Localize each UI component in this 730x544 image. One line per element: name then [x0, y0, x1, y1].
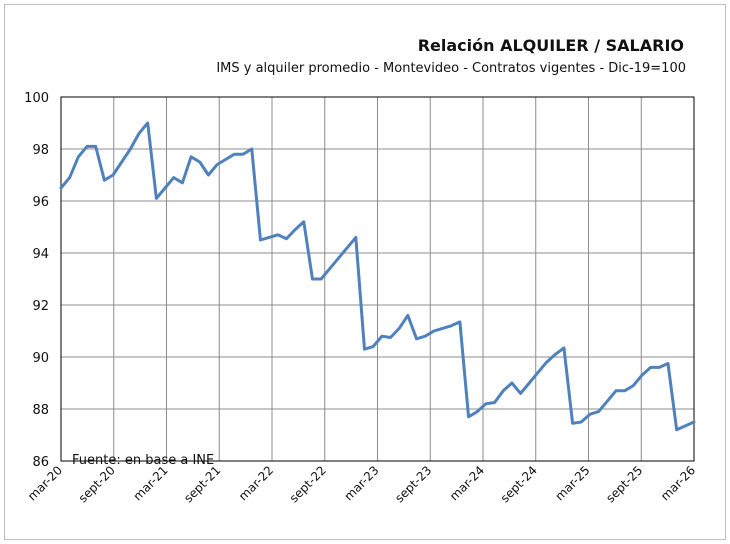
- plot-area-border: [60, 96, 695, 462]
- y-tick-label: 98: [32, 143, 49, 158]
- x-tick-label: mar-24: [447, 463, 487, 503]
- y-tick-label: 88: [32, 403, 49, 418]
- x-tick-label: sept-21: [181, 463, 223, 505]
- y-tick-label: 100: [24, 91, 49, 106]
- x-tick-label: mar-26: [658, 463, 698, 503]
- chart-frame: [4, 4, 726, 540]
- x-axis-ticks: mar-20 sept-20 mar-21 sept-21 mar-22 sept-22 m…: [25, 463, 698, 505]
- x-tick-label: sept-24: [498, 463, 540, 505]
- y-tick-label: 94: [32, 247, 49, 262]
- x-tick-label: mar-22: [236, 463, 276, 503]
- x-tick-label: mar-25: [552, 463, 592, 503]
- gridlines: [60, 96, 695, 462]
- series-line: [59, 121, 696, 432]
- y-tick-label: 86: [32, 455, 49, 470]
- y-tick-label: 96: [32, 195, 49, 210]
- x-tick-label: sept-25: [603, 463, 645, 505]
- x-tick-label: mar-23: [341, 463, 381, 503]
- y-tick-label: 90: [32, 351, 49, 366]
- x-tick-label: sept-20: [76, 463, 118, 505]
- chart-subtitle: IMS y alquiler promedio - Montevideo - C…: [216, 61, 686, 76]
- y-tick-label: 92: [32, 299, 49, 314]
- x-tick-label: sept-23: [392, 463, 434, 505]
- y-axis-ticks: 86 88 90 92 94 96 98 100: [24, 91, 49, 470]
- x-tick-label: mar-21: [130, 463, 170, 503]
- x-tick-label: sept-22: [287, 463, 329, 505]
- source-note: Fuente: en base a INE: [72, 453, 214, 468]
- chart-title: Relación ALQUILER / SALARIO: [418, 36, 684, 55]
